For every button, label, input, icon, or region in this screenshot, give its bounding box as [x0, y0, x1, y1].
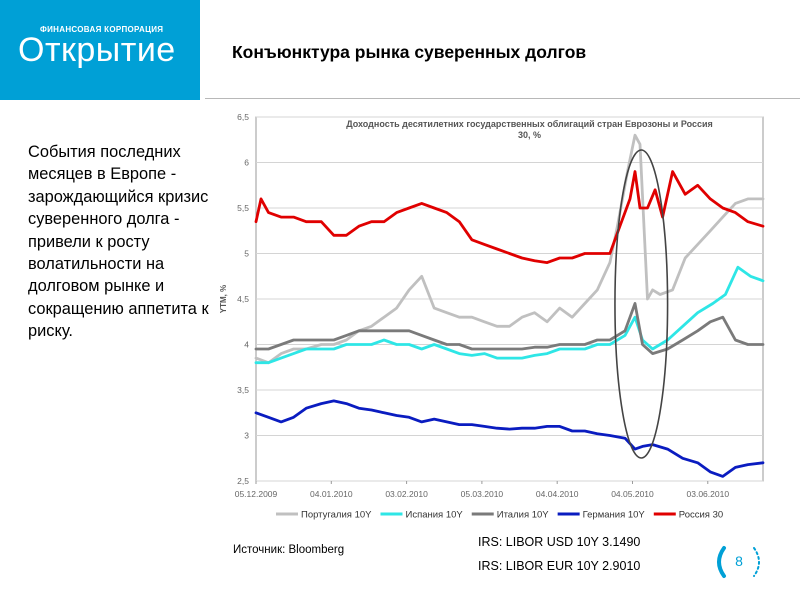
series-line — [254, 170, 765, 265]
x-tick-label: 03.02.2010 — [385, 489, 428, 499]
logo-block: ФИНАНСОВАЯ КОРПОРАЦИЯ Открытие — [0, 0, 200, 100]
page-number-badge: 8 — [712, 544, 766, 580]
x-tick-label: 04.04.2010 — [536, 489, 579, 499]
spike-ellipse — [614, 149, 669, 459]
irs-usd-rate: IRS: LIBOR USD 10Y 3.1490 — [478, 535, 641, 549]
y-tick-label: 3 — [244, 431, 249, 441]
legend-item: Германия 10Y — [583, 510, 646, 521]
x-tick-label: 05.12.2009 — [235, 489, 278, 499]
x-tick-label: 05.03.2010 — [461, 489, 504, 499]
yield-chart: 6,5 6 5,5 5 4,5 4 3,5 3 2,5 05.12.2009 04.01.2010 0… — [216, 104, 768, 536]
x-tick-label: 03.06.2010 — [687, 489, 730, 499]
y-tick-label: 2,5 — [237, 476, 249, 486]
brackets-icon — [717, 546, 760, 578]
x-tick-label: 04.01.2010 — [310, 489, 353, 499]
y-tick-label: 4 — [244, 340, 249, 350]
series-line — [254, 265, 765, 365]
slide-title: Конъюнктура рынка суверенных долгов — [232, 42, 587, 62]
series-line — [254, 302, 765, 356]
y-tick-label: 4,5 — [237, 294, 249, 304]
chart-title-line2: 30, % — [518, 130, 541, 140]
logo-subtitle: ФИНАНСОВАЯ КОРПОРАЦИЯ — [40, 25, 164, 34]
y-tick-label: 5,5 — [237, 203, 249, 213]
y-tick-label: 6,5 — [237, 112, 249, 122]
legend-item: Испания 10Y — [405, 510, 463, 521]
chart-title-line1: Доходность десятилетних государственных … — [346, 119, 713, 129]
y-tick-label: 6 — [244, 158, 249, 168]
legend-item: Италия 10Y — [497, 510, 550, 521]
irs-eur-rate: IRS: LIBOR EUR 10Y 2.9010 — [478, 559, 641, 573]
legend-item: Россия 30 — [679, 510, 723, 521]
chart-svg: 6,5 6 5,5 5 4,5 4 3,5 3 2,5 05.12.2009 04.01.2010 0… — [219, 112, 765, 521]
x-tick-label: 04.05.2010 — [611, 489, 654, 499]
y-tick-label: 5 — [244, 249, 249, 259]
y-axis-label: YTM, % — [219, 285, 228, 313]
series-line — [254, 399, 765, 478]
legend-item: Португалия 10Y — [301, 510, 372, 521]
source-note: Источник: Bloomberg — [233, 544, 345, 556]
series-line — [254, 133, 765, 365]
logo-name: Открытие — [18, 31, 176, 69]
page-number: 8 — [735, 553, 743, 569]
side-commentary: События последних месяцев в Европе - зар… — [28, 143, 209, 341]
y-tick-label: 3,5 — [237, 385, 249, 395]
title-divider — [205, 98, 800, 99]
